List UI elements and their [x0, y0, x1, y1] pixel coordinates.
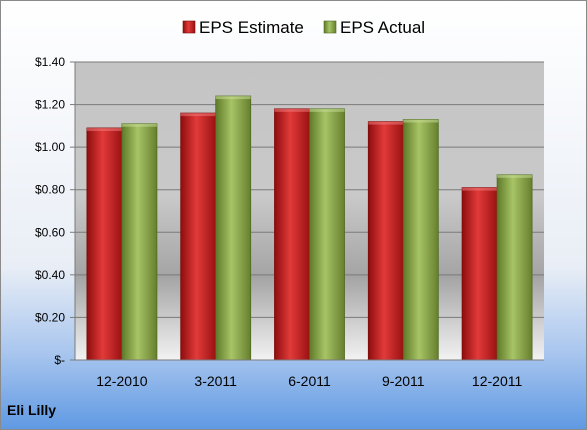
company-name: Eli Lilly — [7, 402, 57, 418]
bar-top-cap — [180, 113, 216, 117]
y-tick-label: $1.40 — [35, 55, 65, 69]
bars — [86, 95, 533, 361]
bar-top-cap — [121, 123, 157, 127]
bar-eps-estimate — [274, 108, 310, 361]
bar-eps-estimate — [86, 127, 123, 361]
x-tick-label: 9-2011 — [382, 373, 425, 389]
x-tick-label: 12-2011 — [472, 373, 523, 389]
legend-swatch — [182, 20, 196, 34]
legend-label: EPS Actual — [340, 18, 425, 37]
bar-eps-actual — [309, 108, 345, 361]
bar-top-cap — [403, 119, 439, 123]
y-tick-label: $1.20 — [35, 98, 65, 112]
bar-top-cap — [497, 174, 533, 178]
bar-top-cap — [215, 96, 251, 100]
bar-top-cap — [309, 108, 345, 112]
x-axis: 12-2010 3-2011 6-2011 9-2011 12-2011 — [75, 359, 544, 389]
legend-swatch — [323, 20, 337, 34]
y-tick-label: $0.80 — [35, 183, 65, 197]
y-tick-label: $0.20 — [35, 310, 65, 324]
y-tick-label: $- — [54, 353, 65, 367]
bar-eps-actual — [121, 123, 158, 361]
legend-label: EPS Estimate — [199, 18, 304, 37]
x-tick-label: 12-2010 — [96, 373, 148, 389]
bar-eps-actual — [402, 119, 439, 361]
bar-top-cap — [462, 187, 498, 191]
bar-top-cap — [86, 127, 122, 131]
bar-eps-estimate — [180, 112, 217, 361]
y-tick-label: $0.40 — [35, 268, 65, 282]
y-tick-label: $1.00 — [35, 140, 65, 154]
x-tick-label: 6-2011 — [288, 373, 331, 389]
bar-eps-actual — [496, 174, 533, 361]
y-axis: $- $0.20 $0.40 $0.60 $0.80 $1.00 $1.20 $1.40 — [35, 55, 76, 367]
y-tick-label: $0.60 — [35, 225, 65, 239]
x-tick-label: 3-2011 — [194, 373, 237, 389]
bar-eps-estimate — [367, 121, 404, 361]
bar-top-cap — [368, 121, 404, 125]
bar-top-cap — [274, 108, 310, 112]
bar-eps-actual — [215, 95, 252, 361]
bar-eps-estimate — [461, 187, 498, 361]
legend: EPS Estimate EPS Actual — [182, 18, 425, 37]
